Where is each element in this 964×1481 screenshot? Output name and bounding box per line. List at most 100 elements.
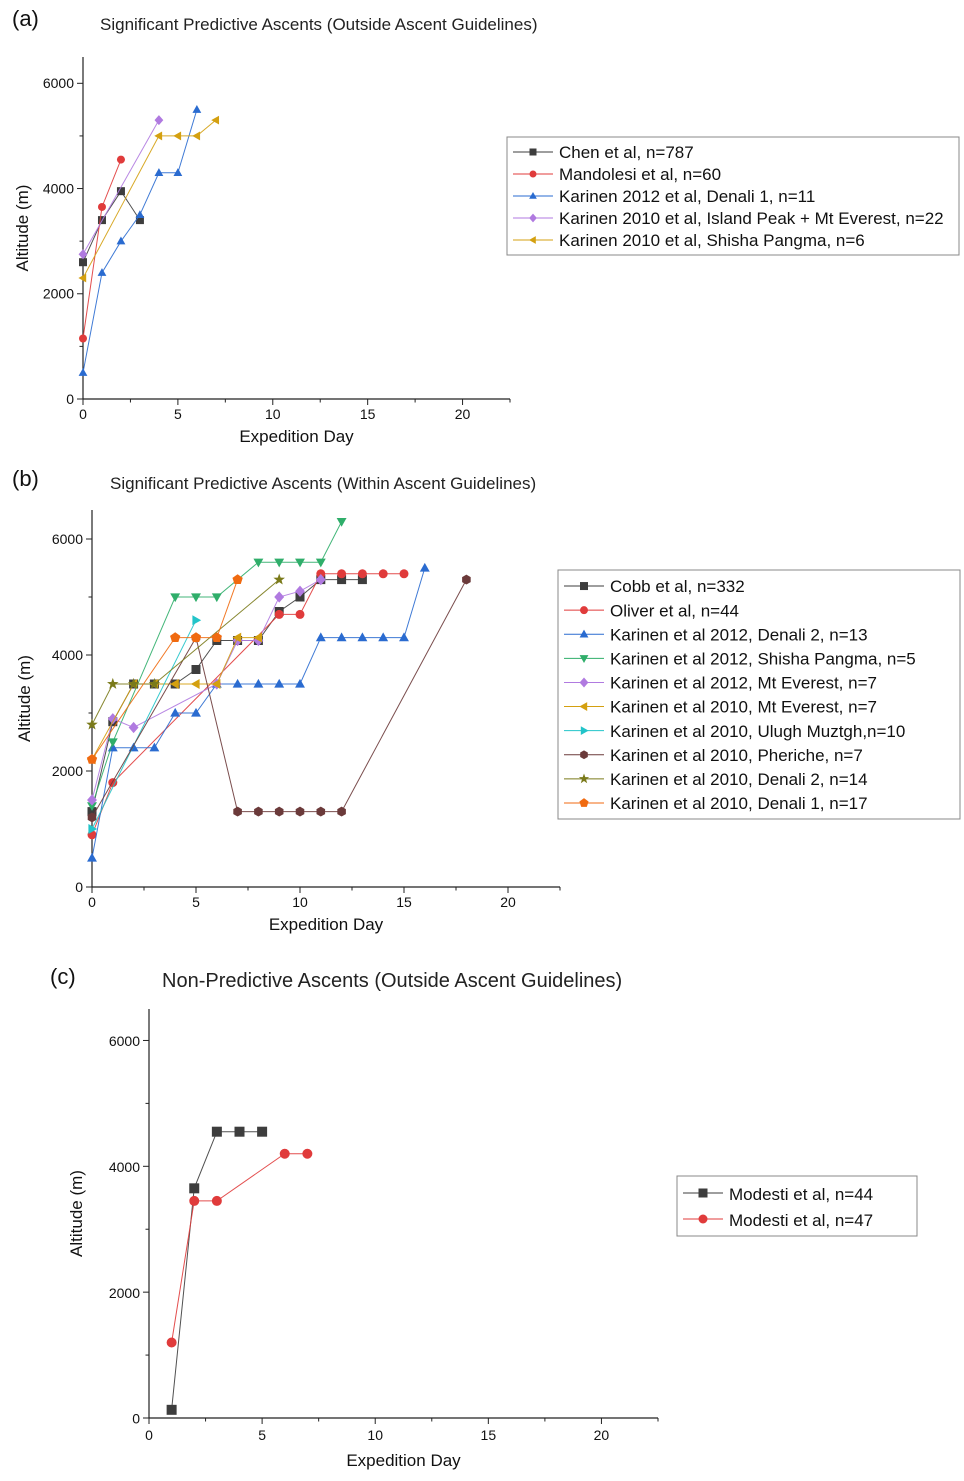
data-point: [170, 679, 179, 689]
series-4: [78, 115, 220, 283]
x-tick-label: 10: [292, 894, 308, 910]
y-axis-title: Altitude (m): [15, 655, 34, 742]
legend-marker: [580, 726, 589, 736]
series-8: [86, 573, 285, 730]
y-tick-label: 6000: [109, 1033, 140, 1049]
y-tick-label: 0: [75, 879, 83, 895]
x-axis-title: Expedition Day: [269, 915, 384, 934]
data-point: [274, 678, 285, 688]
data-point: [170, 632, 181, 642]
data-point: [154, 115, 164, 126]
data-point: [166, 1404, 177, 1415]
data-point: [274, 806, 284, 817]
series-1: [79, 155, 125, 343]
data-point: [189, 1195, 200, 1206]
legend-label: Karinen et al 2012, Denali 2, n=13: [610, 625, 868, 644]
data-point: [274, 591, 285, 603]
legend-marker: [578, 773, 590, 784]
legend-marker: [698, 1214, 708, 1224]
data-point: [107, 677, 119, 689]
data-point: [116, 236, 126, 245]
data-point: [192, 105, 202, 113]
data-point: [233, 806, 242, 817]
legend-box: [506, 136, 960, 256]
data-point: [274, 609, 284, 619]
data-point: [378, 632, 389, 642]
legend-label: Modesti et al, n=44: [729, 1185, 873, 1204]
series-line: [82, 119, 217, 279]
data-point: [315, 632, 326, 642]
data-point: [357, 569, 367, 579]
panel-label-b: (b): [12, 466, 39, 491]
legend-marker: [579, 677, 589, 688]
legend-marker: [698, 1188, 708, 1198]
chart-title-a: Significant Predictive Ascents (Outside …: [100, 15, 538, 34]
data-point: [232, 678, 243, 688]
legend-label: Karinen 2010 et al, Shisha Pangma, n=6: [559, 231, 865, 250]
data-point: [295, 806, 305, 817]
legend: Cobb et al, n=332 Oliver et al, n=44 Karin…: [557, 569, 961, 820]
series-line: [91, 579, 239, 760]
data-point: [302, 1148, 313, 1159]
data-point: [128, 721, 139, 734]
legend-marker: [579, 629, 589, 638]
x-axis-title: Expedition Day: [346, 1451, 461, 1470]
data-point: [88, 824, 98, 834]
legend-marker: [528, 236, 536, 244]
data-point: [399, 569, 409, 579]
data-point: [295, 558, 305, 568]
series-3: [78, 115, 164, 260]
data-point: [279, 1148, 290, 1159]
legend-label: Chen et al, n=787: [559, 143, 694, 162]
data-point: [189, 1183, 200, 1194]
y-tick-label: 0: [132, 1411, 140, 1427]
legend-box: [676, 1175, 918, 1237]
data-point: [78, 273, 87, 283]
series-line: [82, 190, 141, 263]
data-point: [148, 677, 161, 689]
chart-b-svg: 0 5 10 15 20 0 2000 4000 6000 Expedition Day Altit…: [15, 510, 961, 934]
y-tick-label: 6000: [52, 531, 83, 547]
data-point: [211, 632, 222, 642]
legend-label: Karinen 2012 et al, Denali 1, n=11: [559, 187, 815, 206]
x-tick-label: 20: [594, 1427, 610, 1443]
legend-label: Karinen et al 2010, Mt Everest, n=7: [610, 698, 877, 717]
data-point: [257, 1126, 268, 1137]
data-point: [315, 573, 326, 586]
chart-c-svg: 0 5 10 15 20 0 2000 4000 6000 Expedition Day Altit…: [67, 1009, 918, 1470]
data-point: [253, 558, 264, 568]
data-point: [87, 852, 97, 862]
series-line: [171, 1153, 308, 1343]
data-point: [97, 268, 107, 276]
series-1: [87, 569, 409, 840]
data-point: [399, 632, 409, 642]
series-4: [87, 573, 326, 806]
legend: Modesti et al, n=44 Modesti et al, n=47: [676, 1175, 918, 1237]
data-point: [337, 569, 347, 579]
data-point: [87, 802, 97, 811]
x-tick-label: 15: [481, 1427, 497, 1443]
y-tick-label: 2000: [43, 286, 74, 302]
data-point: [127, 677, 140, 689]
data-point: [78, 368, 88, 376]
x-tick-label: 15: [360, 406, 376, 422]
data-point: [79, 258, 87, 267]
data-point: [295, 592, 305, 602]
series-2: [78, 105, 202, 376]
x-tick-label: 5: [174, 406, 182, 422]
data-point: [86, 718, 98, 730]
data-point: [190, 632, 202, 642]
data-point: [166, 1337, 177, 1348]
y-axis-title: Altitude (m): [67, 1170, 86, 1257]
legend-label: Modesti et al, n=47: [729, 1211, 873, 1230]
data-point: [337, 806, 346, 817]
data-point: [211, 679, 221, 689]
x-tick-label: 20: [455, 406, 471, 422]
legend-label: Mandolesi et al, n=60: [559, 165, 721, 184]
data-point: [253, 678, 264, 688]
series-1: [166, 1148, 313, 1348]
data-point: [128, 742, 139, 752]
legend: Chen et al, n=787 Mandolesi et al, n=60 Ka…: [506, 136, 960, 256]
data-point: [316, 569, 326, 579]
series-line: [82, 109, 198, 373]
